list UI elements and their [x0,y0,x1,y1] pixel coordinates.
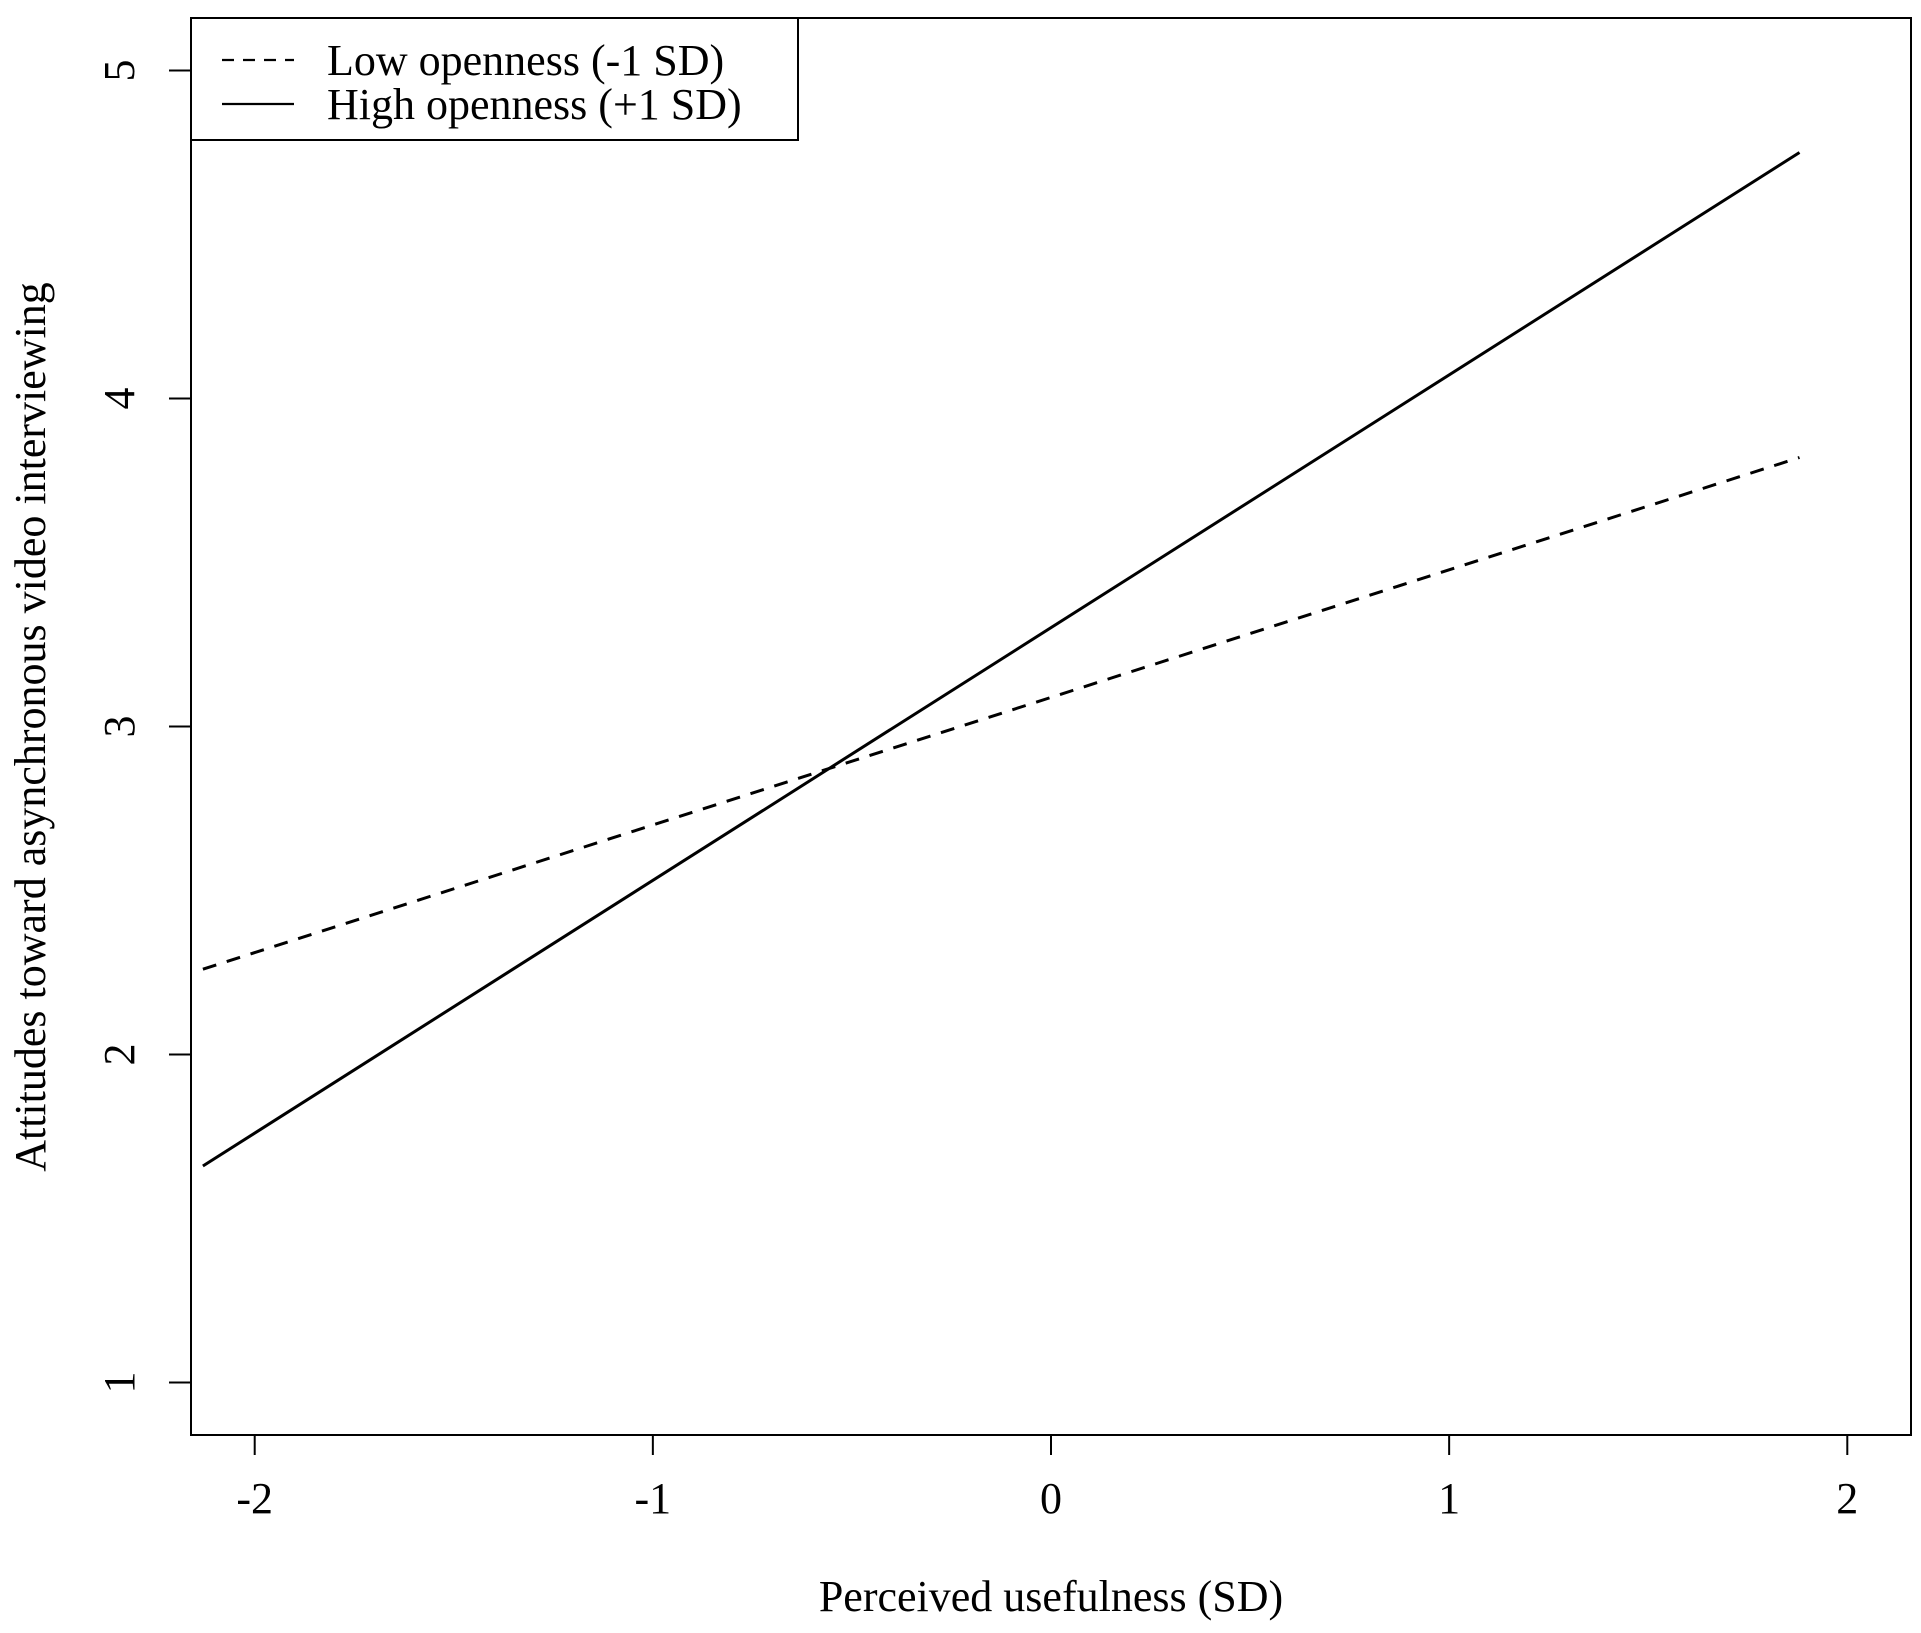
y-tick-label: 3 [95,716,144,738]
y-tick-label: 2 [95,1044,144,1066]
legend-label-low-openness: Low openness (-1 SD) [327,36,724,85]
x-axis-title: Perceived usefulness (SD) [819,1572,1283,1621]
y-tick-label: 4 [95,387,144,409]
series-layer [202,151,1801,1168]
x-tick-label: -2 [236,1474,273,1523]
x-tick-label: 2 [1836,1474,1858,1523]
x-axis: -2 -1 0 1 2 [236,1434,1858,1523]
plot-frame [190,17,1912,1436]
x-tick-label: -1 [635,1474,672,1523]
y-axis-title: Attitudes toward asynchronous video inte… [6,282,55,1172]
x-tick-label: 0 [1040,1474,1062,1523]
y-tick-label: 1 [95,1372,144,1394]
series-line-high-openness [202,151,1801,1168]
y-tick-label: 5 [95,59,144,81]
legend-box [190,17,799,141]
legend: Low openness (-1 SD) High openness (+1 S… [190,17,799,141]
legend-label-high-openness: High openness (+1 SD) [327,80,742,129]
series-line-low-openness [202,456,1800,971]
y-axis: 1 2 3 4 5 [95,59,192,1394]
x-tick-label: 1 [1438,1474,1460,1523]
